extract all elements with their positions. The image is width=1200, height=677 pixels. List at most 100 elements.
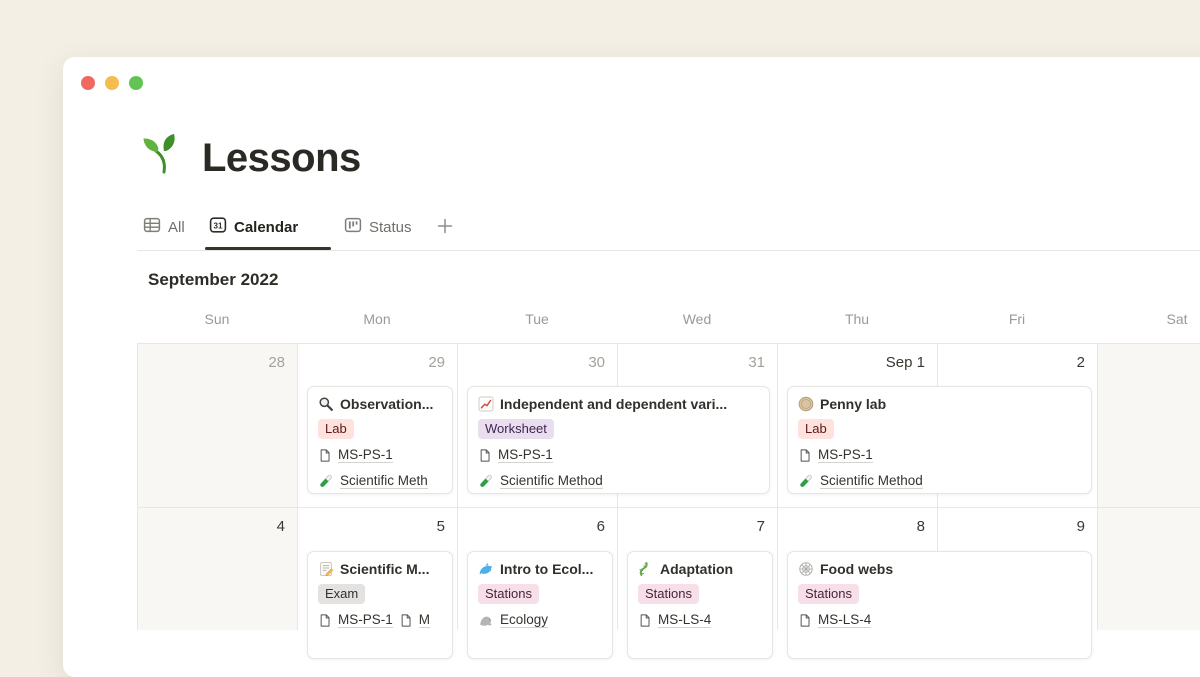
month-label: September 2022 <box>148 270 279 289</box>
traffic-light-close[interactable] <box>81 76 95 90</box>
link-label: Scientific Meth <box>340 472 428 490</box>
event-type-tag: Worksheet <box>478 419 554 439</box>
date-cell: 30 <box>588 354 605 371</box>
grid-line <box>777 343 778 630</box>
tab-calendar[interactable]: 31 Calendar <box>209 214 298 240</box>
event-card[interactable]: Food webs Stations MS-LS-4 <box>787 551 1092 659</box>
weekday-sun: Sun <box>204 311 230 327</box>
chart-increasing-icon <box>478 396 494 412</box>
memo-icon <box>318 561 334 577</box>
weekend-column-sat <box>1098 344 1200 630</box>
event-type-tag: Lab <box>318 419 354 439</box>
event-card[interactable]: Scientific M... Exam MS-PS-1 M <box>307 551 453 659</box>
link-label: MS-PS-1 <box>818 446 873 464</box>
magnifier-icon <box>318 396 334 412</box>
table-icon <box>143 216 161 238</box>
event-link-standard[interactable]: MS-PS-1 <box>318 442 442 468</box>
weekday-sat: Sat <box>1166 311 1188 327</box>
weekday-fri: Fri <box>1008 311 1026 327</box>
event-link-unit[interactable]: Scientific Method <box>478 468 759 493</box>
event-title: Observation... <box>340 395 434 412</box>
grid-line <box>457 343 458 630</box>
tab-status[interactable]: Status <box>344 214 412 240</box>
board-icon <box>344 216 362 238</box>
link-label: Ecology <box>500 611 549 629</box>
coin-icon <box>798 396 814 412</box>
lizard-icon <box>638 561 654 577</box>
link-label: MS-LS-4 <box>818 611 872 629</box>
page-icon <box>798 448 812 463</box>
event-link-unit[interactable]: Scientific Meth <box>318 468 442 493</box>
event-type-tag: Stations <box>478 584 539 604</box>
tabs-divider <box>137 250 1200 251</box>
event-title: Intro to Ecol... <box>500 560 594 577</box>
event-card[interactable]: Intro to Ecol... Stations Ecology <box>467 551 613 659</box>
tab-all-label: All <box>168 218 185 236</box>
event-card[interactable]: Adaptation Stations MS-LS-4 <box>627 551 773 659</box>
event-link-unit[interactable]: Ecology <box>478 607 602 633</box>
traffic-light-zoom[interactable] <box>129 76 143 90</box>
spider-web-icon <box>798 561 814 577</box>
date-cell: 4 <box>276 518 285 535</box>
date-cell: 28 <box>268 354 285 371</box>
tab-all[interactable]: All <box>143 214 185 240</box>
page-icon <box>318 613 332 628</box>
grid-line <box>1097 343 1098 630</box>
add-view-button[interactable] <box>435 216 455 241</box>
date-cell: 6 <box>596 518 605 535</box>
event-link-standard[interactable]: MS-LS-4 <box>798 607 1081 633</box>
event-title: Adaptation <box>660 560 734 577</box>
test-tube-icon <box>318 473 334 489</box>
event-link-unit[interactable]: Scientific Method <box>798 468 1081 493</box>
tab-calendar-label: Calendar <box>234 218 299 236</box>
page-icon <box>478 448 492 463</box>
event-title: Independent and dependent vari... <box>500 395 728 412</box>
active-tab-underline <box>205 247 331 250</box>
page-icon <box>318 448 332 463</box>
weekday-thu: Thu <box>844 311 870 327</box>
test-tube-icon <box>478 473 494 489</box>
grid-line <box>297 343 298 630</box>
page-icon <box>399 613 413 628</box>
seal-icon <box>478 612 494 628</box>
event-card[interactable]: Observation... Lab MS-PS-1 Scientific Me… <box>307 386 453 494</box>
svg-text:31: 31 <box>214 221 223 230</box>
event-title: Scientific M... <box>340 560 430 577</box>
event-type-tag: Stations <box>798 584 859 604</box>
grid-line <box>137 343 138 630</box>
date-cell: 31 <box>748 354 765 371</box>
event-card[interactable]: Penny lab Lab MS-PS-1 Scientific Method <box>787 386 1092 494</box>
event-link-standard[interactable]: M <box>418 611 431 629</box>
dolphin-icon <box>478 561 494 577</box>
date-cell: 8 <box>916 518 925 535</box>
event-link-standard[interactable]: MS-LS-4 <box>638 607 762 633</box>
event-link-standard[interactable]: MS-PS-1 <box>478 442 759 468</box>
grid-line <box>137 343 1200 344</box>
weekend-column-sun <box>138 344 297 630</box>
calendar-icon: 31 <box>209 216 227 238</box>
event-link-standard[interactable]: MS-PS-1 <box>798 442 1081 468</box>
event-link-standard[interactable]: MS-PS-1 <box>338 611 393 629</box>
page-icon <box>638 613 652 628</box>
traffic-light-minimize[interactable] <box>105 76 119 90</box>
date-cell: Sep 1 <box>885 354 925 371</box>
link-label: MS-LS-4 <box>658 611 712 629</box>
test-tube-icon <box>798 473 814 489</box>
event-type-tag: Stations <box>638 584 699 604</box>
link-label: MS-PS-1 <box>498 446 553 464</box>
event-type-tag: Lab <box>798 419 834 439</box>
link-label: Scientific Method <box>820 472 923 490</box>
event-card[interactable]: Independent and dependent vari... Worksh… <box>467 386 770 494</box>
link-label: MS-PS-1 <box>338 446 393 464</box>
tab-status-label: Status <box>369 218 412 236</box>
weekday-mon: Mon <box>363 311 391 327</box>
date-cell: 9 <box>1076 518 1085 535</box>
seedling-icon <box>142 132 186 181</box>
link-label: Scientific Method <box>500 472 603 490</box>
date-cell: 2 <box>1076 354 1085 371</box>
page-icon <box>798 613 812 628</box>
event-title: Food webs <box>820 560 894 577</box>
date-cell: 7 <box>756 518 765 535</box>
event-type-tag: Exam <box>318 584 366 604</box>
date-cell: 29 <box>428 354 445 371</box>
